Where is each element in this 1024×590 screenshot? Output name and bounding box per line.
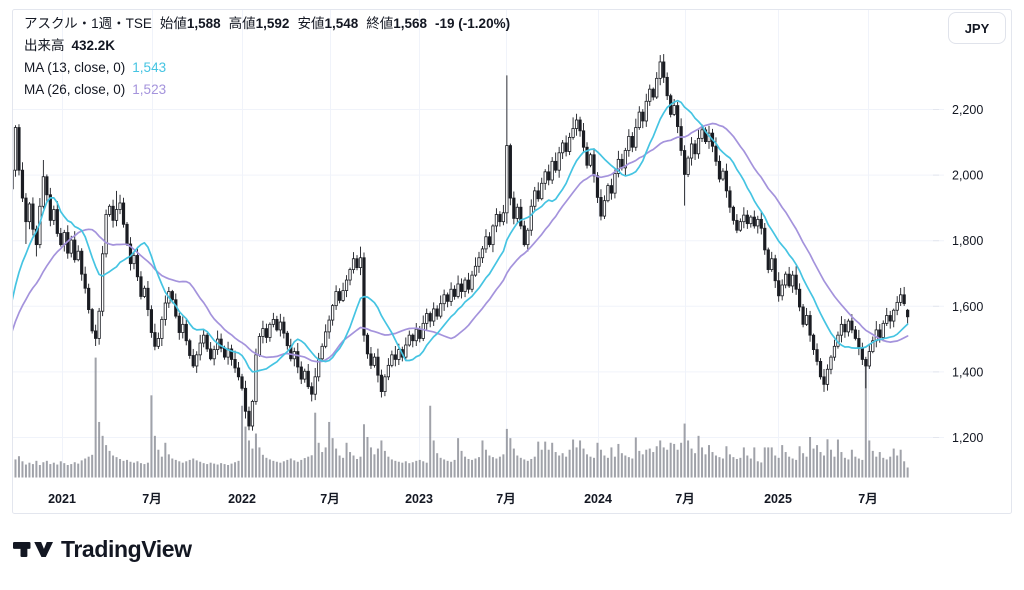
open-value: 1,588 <box>186 16 221 31</box>
ma13-line <box>13 99 909 373</box>
close-label: 終値 <box>366 16 394 31</box>
change-value: -19 (-1.20%) <box>435 16 511 31</box>
svg-text:7月: 7月 <box>858 492 877 506</box>
volume-series <box>14 357 909 478</box>
svg-text:7月: 7月 <box>496 492 515 506</box>
legend-main-row[interactable]: アスクル・1週・TSE 始値1,588 高値1,592 安値1,548 終値1,568-… <box>24 13 510 35</box>
svg-text:2,200: 2,200 <box>952 103 983 117</box>
ma26-value: 1,523 <box>132 82 167 97</box>
svg-text:2024: 2024 <box>584 492 612 506</box>
svg-text:2025: 2025 <box>764 492 792 506</box>
ma13-value: 1,543 <box>132 60 167 75</box>
close-value: 1,568 <box>393 16 428 31</box>
svg-text:2022: 2022 <box>228 492 256 506</box>
low-value: 1,548 <box>324 16 359 31</box>
price-scale[interactable]: 2,200 2,000 1,800 1,600 1,400 1,200 <box>933 103 983 445</box>
legend-volume-row[interactable]: 出来高 432.2K <box>24 35 510 57</box>
open-label: 始値 <box>159 16 187 31</box>
high-value: 1,592 <box>255 16 290 31</box>
svg-text:1,600: 1,600 <box>952 300 983 314</box>
svg-text:7月: 7月 <box>675 492 694 506</box>
svg-text:1,200: 1,200 <box>952 431 983 445</box>
low-label: 安値 <box>297 16 325 31</box>
grid-lines <box>13 10 944 478</box>
ma-lines <box>13 99 909 373</box>
ma13-label: MA (13, close, 0) <box>24 60 126 75</box>
svg-text:1,800: 1,800 <box>952 234 983 248</box>
chart-legend: アスクル・1週・TSE 始値1,588 高値1,592 安値1,548 終値1,568-… <box>24 13 510 101</box>
legend-ma26-row[interactable]: MA (26, close, 0) 1,523 <box>24 79 510 101</box>
widget-frame <box>12 9 1012 514</box>
tradingview-logo[interactable]: TradingView <box>13 536 192 563</box>
svg-text:1,400: 1,400 <box>952 365 983 379</box>
currency-button[interactable]: JPY <box>948 12 1006 44</box>
ma26-label: MA (26, close, 0) <box>24 82 126 97</box>
tradingview-logo-text: TradingView <box>61 536 192 562</box>
volume-value: 432.2K <box>71 38 116 53</box>
svg-text:2,000: 2,000 <box>952 169 983 183</box>
legend-ma13-row[interactable]: MA (13, close, 0) 1,543 <box>24 57 510 79</box>
symbol-title: アスクル・1週・TSE <box>24 16 152 31</box>
candlestick-series <box>13 54 910 431</box>
svg-text:7月: 7月 <box>142 492 161 506</box>
svg-text:2021: 2021 <box>48 492 76 506</box>
high-label: 高値 <box>228 16 256 31</box>
tradingview-logo-icon <box>13 542 53 557</box>
time-scale[interactable]: 2021 7月 2022 7月 2023 7月 2024 7月 2025 7月 <box>48 492 878 506</box>
svg-text:2023: 2023 <box>405 492 433 506</box>
volume-label: 出来高 <box>24 38 65 53</box>
ma26-line <box>13 122 909 363</box>
svg-text:7月: 7月 <box>320 492 339 506</box>
